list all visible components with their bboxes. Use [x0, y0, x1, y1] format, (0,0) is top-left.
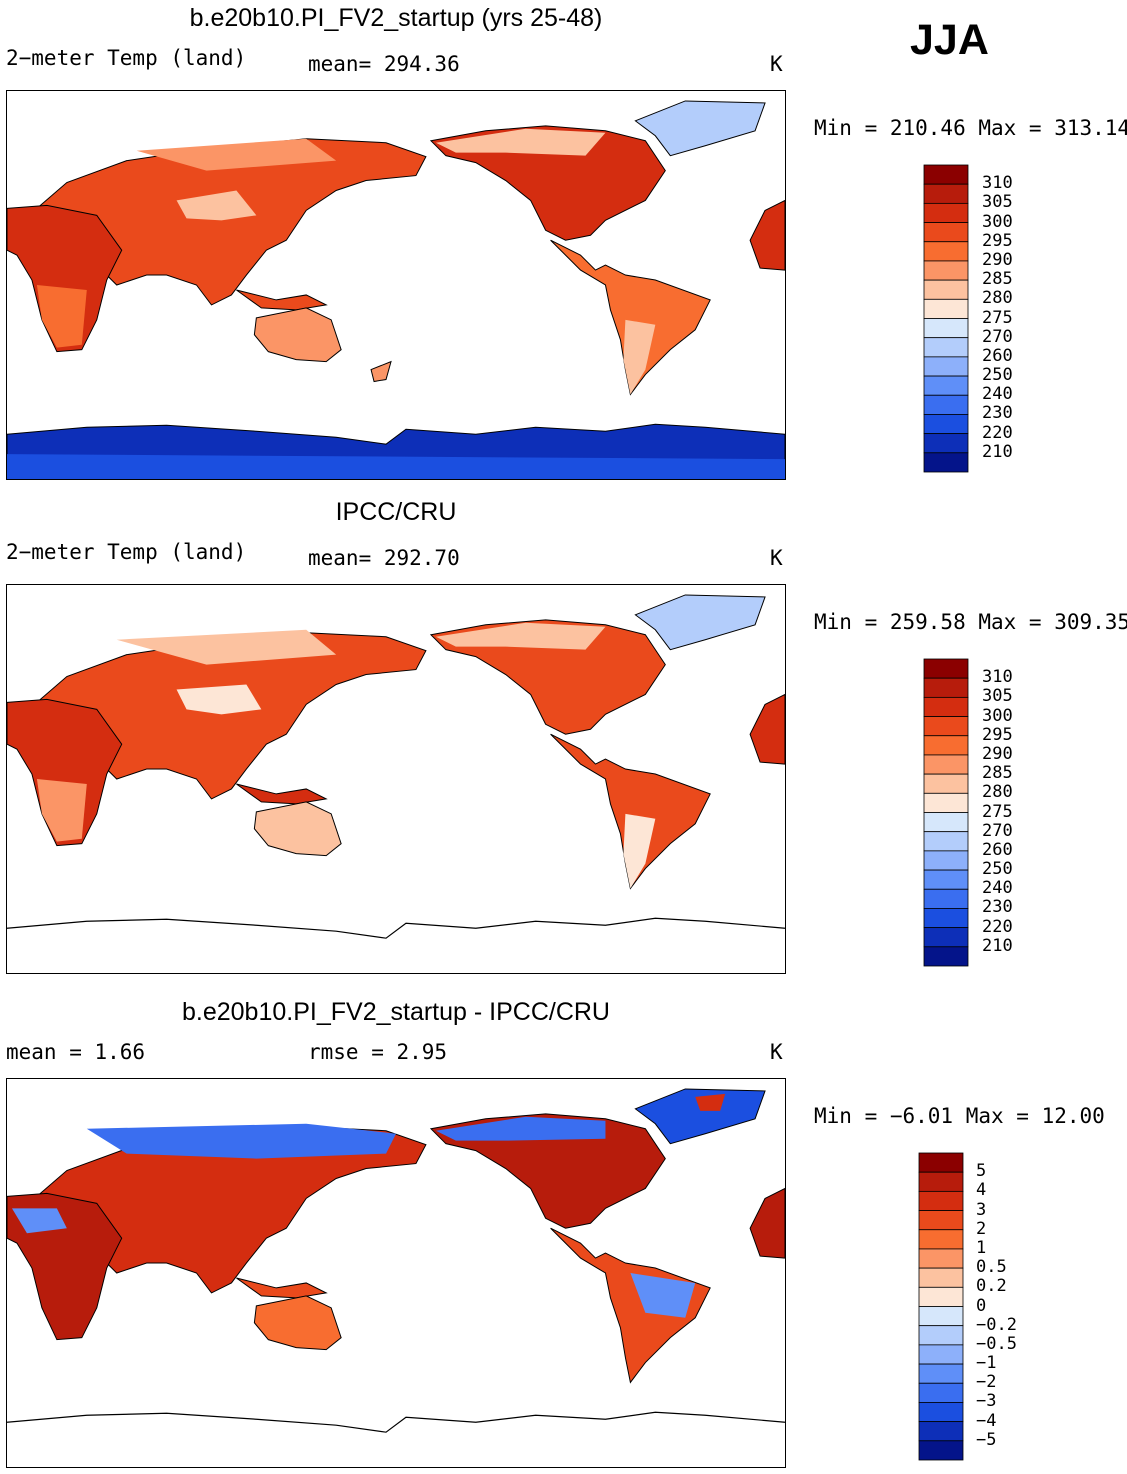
panel-3-units-label: K: [770, 1040, 783, 1064]
colorbar-tick-label: 230: [982, 897, 1013, 918]
panel-3-map: [6, 1078, 786, 1468]
colorbar-tick-label: 270: [982, 820, 1013, 841]
colorbar-tick-label: −4: [976, 1410, 997, 1431]
colorbar-segment: [918, 1210, 964, 1231]
colorbar-tick-label: 305: [982, 686, 1013, 707]
colorbar-tick-label: 250: [982, 859, 1013, 880]
colorbar-tick-label: 310: [982, 173, 1013, 194]
colorbar-tick-label: 300: [982, 211, 1013, 232]
colorbar-tick-label: 285: [982, 269, 1013, 290]
panel-1-mean-label: mean= 294.36: [308, 52, 460, 76]
colorbar-segment: [918, 1267, 964, 1288]
panel-1-range-label: Min = 210.46 Max = 313.14: [814, 116, 1127, 140]
colorbar-tick-label: 5: [976, 1161, 987, 1182]
colorbar-segment: [918, 1248, 964, 1269]
colorbar-tick-label: 275: [982, 307, 1013, 328]
colorbar-tick-label: −0.2: [976, 1314, 1017, 1335]
colorbar-segment: [918, 1229, 964, 1250]
colorbar-tick-label: −3: [976, 1391, 997, 1412]
panel-1-colorbar-labels: 310 305 300 295 290 285 280 275 270 260 250 240 230 2…: [0, 0, 1013, 462]
colorbar-tick-label: 250: [982, 365, 1013, 386]
colorbar-tick-label: 305: [982, 192, 1013, 213]
colorbar-tick-label: 240: [982, 384, 1013, 405]
colorbar-tick-label: 210: [982, 441, 1013, 462]
colorbar-tick-label: −0.5: [976, 1333, 1017, 1354]
panel-2-range-label: Min = 259.58 Max = 309.35: [814, 610, 1127, 634]
season-label: JJA: [910, 16, 989, 64]
colorbar-tick-label: −5: [976, 1429, 997, 1450]
colorbar-segment: [918, 1402, 964, 1423]
panel-1-units-label: K: [770, 52, 783, 76]
colorbar-tick-label: −1: [976, 1353, 997, 1374]
colorbar-segment: [918, 1363, 964, 1384]
colorbar-tick-label: 3: [976, 1199, 987, 1220]
colorbar-tick-label: 0.5: [976, 1257, 1007, 1278]
colorbar-segment: [923, 946, 969, 967]
colorbar-tick-label: 295: [982, 724, 1013, 745]
panel-1-variable-label: 2−meter Temp (land): [6, 46, 247, 70]
colorbar-segment: [918, 1421, 964, 1442]
colorbar-tick-label: 295: [982, 230, 1013, 251]
colorbar-tick-label: 4: [976, 1180, 987, 1201]
colorbar-segment: [918, 1325, 964, 1346]
colorbar-tick-label: 240: [982, 878, 1013, 899]
colorbar-tick-label: 260: [982, 839, 1013, 860]
colorbar-segment: [918, 1286, 964, 1307]
panel-3-colorbar-labels: 5 4 3 2 1 0.5 0.2 0 −0.2 −0.5 −1 −2 −3 −4 −5: [0, 0, 1017, 1450]
panel-3-mean-label: mean = 1.66: [6, 1040, 146, 1064]
panel-2-units-label: K: [770, 546, 783, 570]
panel-2-title: IPCC/CRU: [335, 498, 457, 526]
panel-3-colorbar: [0, 0, 964, 1461]
colorbar-tick-label: 310: [982, 667, 1013, 688]
panel-1-colorbar: [0, 0, 969, 473]
colorbar-tick-label: −2: [976, 1372, 997, 1393]
colorbar-tick-label: 220: [982, 422, 1013, 443]
colorbar-segment: [918, 1306, 964, 1327]
colorbar-tick-label: 220: [982, 916, 1013, 937]
colorbar-tick-label: 280: [982, 782, 1013, 803]
colorbar-segment: [918, 1152, 964, 1173]
colorbar-tick-label: 280: [982, 288, 1013, 309]
colorbar-tick-label: 275: [982, 801, 1013, 822]
panel-3-rmse-label: rmse = 2.95: [308, 1040, 448, 1064]
panel-1-map: [6, 90, 786, 480]
panel-3-title: b.e20b10.PI_FV2_startup - IPCC/CRU: [182, 998, 610, 1026]
colorbar-tick-label: 285: [982, 763, 1013, 784]
panel-2-mean-label: mean= 292.70: [308, 546, 460, 570]
colorbar-segment: [918, 1382, 964, 1403]
colorbar-tick-label: 230: [982, 403, 1013, 424]
colorbar-segment: [923, 452, 969, 473]
colorbar-tick-label: 0.2: [976, 1276, 1007, 1297]
panel-2-map: [6, 584, 786, 974]
colorbar-tick-label: 270: [982, 326, 1013, 347]
colorbar-segment: [918, 1440, 964, 1461]
colorbar-tick-label: 290: [982, 743, 1013, 764]
colorbar-tick-label: 260: [982, 345, 1013, 366]
colorbar-tick-label: 210: [982, 935, 1013, 956]
colorbar-tick-label: 2: [976, 1218, 987, 1239]
colorbar-tick-label: 300: [982, 705, 1013, 726]
panel-1-title: b.e20b10.PI_FV2_startup (yrs 25-48): [189, 4, 603, 32]
colorbar-segment: [918, 1344, 964, 1365]
colorbar-tick-label: 1: [976, 1237, 987, 1258]
panel-2-colorbar: [0, 0, 969, 967]
colorbar-tick-label: 0: [976, 1295, 987, 1316]
colorbar-segment: [918, 1171, 964, 1192]
colorbar-tick-label: 290: [982, 249, 1013, 270]
panel-2-colorbar-labels: 310 305 300 295 290 285 280 275 270 260 250 240 230 2…: [0, 0, 1013, 956]
panel-2-variable-label: 2−meter Temp (land): [6, 540, 247, 564]
colorbar-segment: [918, 1190, 964, 1211]
panel-3-range-label: Min = −6.01 Max = 12.00: [814, 1104, 1105, 1128]
